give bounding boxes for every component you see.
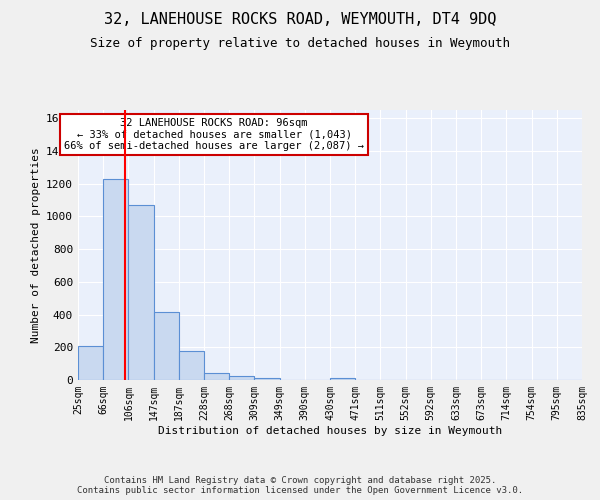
Bar — [179, 352, 204, 380]
Y-axis label: Number of detached properties: Number of detached properties — [31, 147, 41, 343]
Text: Size of property relative to detached houses in Weymouth: Size of property relative to detached ho… — [90, 38, 510, 51]
Bar — [229, 376, 254, 380]
Bar — [78, 346, 103, 380]
Text: 32, LANEHOUSE ROCKS ROAD, WEYMOUTH, DT4 9DQ: 32, LANEHOUSE ROCKS ROAD, WEYMOUTH, DT4 … — [104, 12, 496, 28]
Bar — [103, 178, 128, 380]
Bar — [330, 378, 355, 380]
Bar — [128, 205, 154, 380]
Bar — [204, 372, 229, 380]
Bar — [254, 378, 280, 380]
Text: Contains HM Land Registry data © Crown copyright and database right 2025.
Contai: Contains HM Land Registry data © Crown c… — [77, 476, 523, 495]
Text: 32 LANEHOUSE ROCKS ROAD: 96sqm
← 33% of detached houses are smaller (1,043)
66% : 32 LANEHOUSE ROCKS ROAD: 96sqm ← 33% of … — [64, 118, 364, 152]
X-axis label: Distribution of detached houses by size in Weymouth: Distribution of detached houses by size … — [158, 426, 502, 436]
Bar — [154, 312, 179, 380]
